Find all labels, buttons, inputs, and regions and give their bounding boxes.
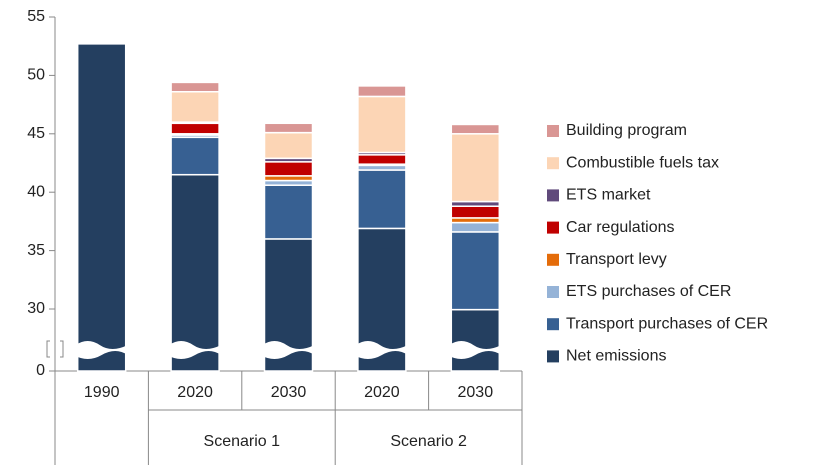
group-label: Scenario 1	[204, 433, 281, 450]
bar-segment	[450, 205, 501, 219]
bar-segment	[357, 169, 407, 230]
axis-break	[260, 341, 315, 359]
legend-swatch	[547, 286, 559, 298]
y-tick-label: 55	[27, 8, 45, 25]
legend-swatch	[547, 318, 559, 331]
legend-swatch	[547, 125, 559, 137]
x-tick-label: 2020	[364, 384, 400, 401]
bar-segment	[170, 136, 220, 176]
legend-label: Net emissions	[566, 348, 666, 365]
x-tick-label: 2030	[271, 384, 307, 401]
bar-segment	[263, 122, 314, 134]
bar-segment	[357, 95, 407, 154]
x-tick-label: 2030	[458, 384, 494, 401]
bar-segment	[450, 308, 501, 372]
legend-swatch	[547, 350, 559, 363]
legend-label: ETS purchases of CER	[566, 283, 731, 300]
group-label: Scenario 2	[390, 433, 467, 450]
bar-segment	[450, 231, 501, 311]
legend-label: Combustible fuels tax	[566, 154, 719, 171]
legend-label: ETS market	[566, 187, 651, 204]
legend-label: Car regulations	[566, 219, 675, 236]
bar-segment	[170, 91, 220, 123]
y-tick-label: 35	[27, 242, 45, 259]
legend-label: Building program	[566, 122, 687, 139]
y-tick-label: 30	[27, 300, 45, 317]
bar-segment	[170, 173, 220, 372]
x-tick-label: 1990	[84, 384, 120, 401]
bar-segment	[76, 43, 127, 372]
legend-swatch	[547, 253, 559, 266]
legend-swatch	[547, 189, 559, 202]
bar-segment	[450, 221, 501, 233]
axis-break	[447, 341, 502, 359]
y-tick-label: 40	[27, 183, 45, 200]
axis-break	[73, 341, 128, 359]
axis-break	[353, 341, 408, 359]
bar-segment	[263, 131, 314, 160]
y-tick-label: 0	[36, 362, 45, 379]
legend-swatch	[547, 221, 559, 234]
y-tick-label: 50	[27, 67, 45, 84]
bar-segment	[450, 123, 501, 135]
bar-segment	[170, 81, 220, 93]
bar-segment	[263, 161, 314, 177]
legend-label: Transport levy	[566, 251, 667, 268]
legend-swatch	[547, 157, 559, 170]
axis-break	[167, 341, 222, 359]
y-tick-label: 45	[27, 125, 45, 142]
axis-break-mark	[46, 340, 64, 358]
bar-segment	[263, 184, 314, 240]
x-tick-label: 2020	[177, 384, 213, 401]
bar-segment	[357, 85, 407, 98]
bar-segment	[450, 133, 501, 203]
legend-label: Transport purchases of CER	[566, 315, 768, 332]
bar-segment	[170, 122, 220, 135]
bar-segment	[357, 154, 407, 165]
